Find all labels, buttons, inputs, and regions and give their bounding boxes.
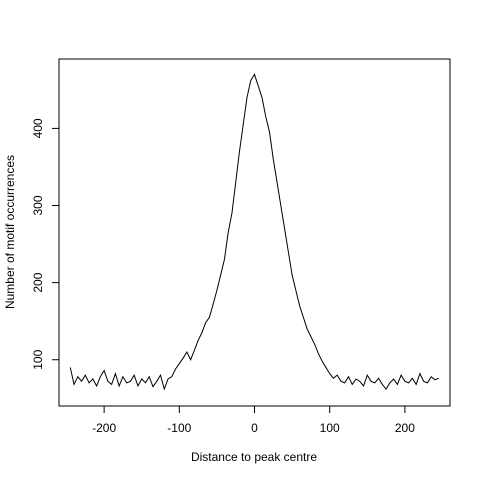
- x-axis: -200 -100 0 100 200: [92, 405, 415, 435]
- plot-frame: [58, 58, 451, 407]
- y-tick-label: 200: [31, 272, 45, 292]
- y-axis: 100 200 300 400: [31, 118, 60, 370]
- y-tick-label: 400: [31, 118, 45, 138]
- x-tick-label: 200: [395, 421, 415, 435]
- x-tick-label: 100: [320, 421, 340, 435]
- x-tick-label: 0: [251, 421, 258, 435]
- x-tick-label: -100: [167, 421, 191, 435]
- y-tick-label: 300: [31, 195, 45, 215]
- y-tick-label: 100: [31, 349, 45, 369]
- series-line: [69, 73, 439, 391]
- x-axis-title: Distance to peak centre: [191, 450, 317, 464]
- y-axis-title: Number of motif occurrences: [3, 155, 17, 309]
- x-tick-label: -200: [92, 421, 116, 435]
